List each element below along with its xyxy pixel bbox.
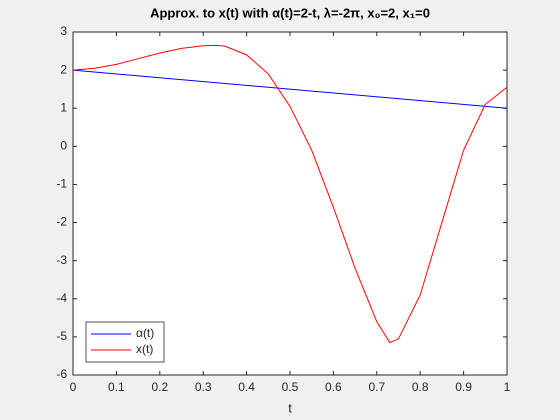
x-axis-label: t bbox=[288, 400, 292, 415]
axes-box bbox=[72, 31, 508, 376]
x-tick-label: 0 bbox=[70, 380, 77, 394]
x-tick-label: 0.1 bbox=[108, 380, 125, 394]
y-tick-label: 1 bbox=[60, 100, 67, 114]
chart-title: Approx. to x(t) with α(t)=2-t, λ=-2π, x₀… bbox=[150, 5, 430, 20]
x-tick-label: 0.3 bbox=[195, 380, 212, 394]
x-tick-label: 0.2 bbox=[151, 380, 168, 394]
y-tick-label: -6 bbox=[56, 367, 67, 381]
y-tick-label: -1 bbox=[56, 177, 67, 191]
y-tick-label: -4 bbox=[56, 291, 67, 305]
legend-label: α(t) bbox=[136, 326, 154, 340]
y-tick-label: -5 bbox=[56, 329, 67, 343]
legend-box bbox=[85, 321, 165, 363]
x-tick-label: 0.7 bbox=[368, 380, 385, 394]
y-tick-label: 0 bbox=[60, 139, 67, 153]
y-tick-label: 2 bbox=[60, 62, 67, 76]
x-tick-label: 0.9 bbox=[455, 380, 472, 394]
x-tick-label: 0.6 bbox=[325, 380, 342, 394]
x-tick-label: 1 bbox=[504, 380, 511, 394]
x-tick-label: 0.5 bbox=[282, 380, 299, 394]
x-tick-label: 0.8 bbox=[412, 380, 429, 394]
y-tick-label: -3 bbox=[56, 253, 67, 267]
y-tick-label: -2 bbox=[56, 215, 67, 229]
x-tick-label: 0.4 bbox=[238, 380, 255, 394]
legend-label: x(t) bbox=[136, 342, 153, 356]
line bbox=[72, 44, 508, 344]
line bbox=[72, 69, 508, 109]
y-tick-label: 3 bbox=[60, 24, 67, 38]
